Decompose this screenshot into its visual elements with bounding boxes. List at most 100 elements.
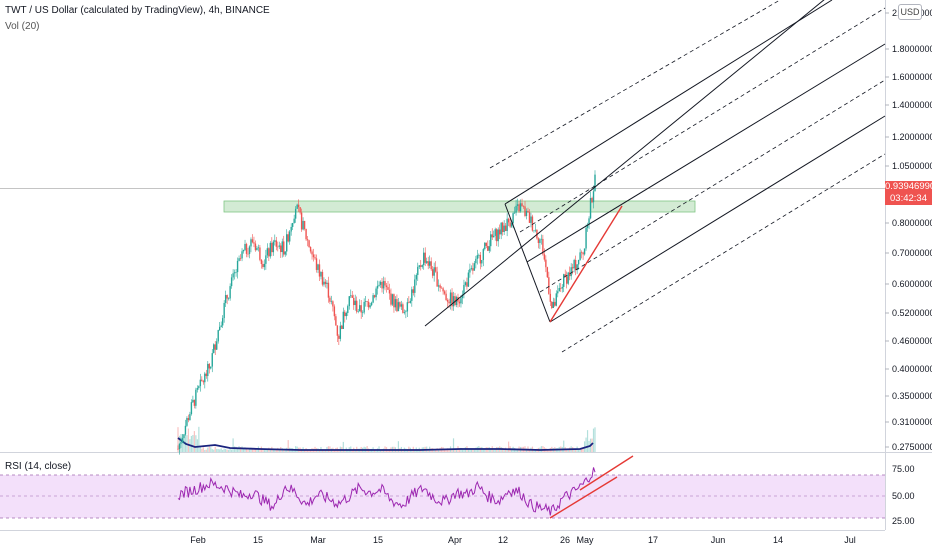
volume-bar	[452, 438, 455, 452]
volume-bar	[461, 449, 464, 452]
price-pane[interactable]	[0, 0, 885, 452]
candle-body	[290, 226, 292, 232]
candle-body	[546, 267, 549, 278]
volume-bar	[272, 449, 274, 452]
rsi-trendline-lower[interactable]	[549, 476, 618, 519]
rsi-axis[interactable]: 75.00 50.00 25.00	[892, 464, 915, 526]
candle-body	[369, 305, 371, 308]
candle-body	[479, 254, 482, 264]
candle-body	[260, 259, 263, 264]
candle-body	[351, 295, 353, 298]
candle-body	[446, 299, 449, 302]
candle-body	[266, 248, 269, 256]
volume-bar	[482, 449, 484, 452]
candle-body	[347, 306, 349, 313]
candle-body	[394, 299, 397, 308]
price-tick-label: 0.27500000	[892, 442, 932, 452]
candle-body	[423, 252, 425, 266]
candle-body	[184, 425, 187, 435]
candle-body	[592, 191, 595, 203]
candle-body	[201, 379, 203, 382]
candle-body	[510, 223, 513, 227]
time-tick-label: 14	[773, 535, 783, 545]
pitchfork-outer-lower[interactable]	[561, 153, 886, 353]
volume-bar	[473, 448, 475, 452]
volume-legend[interactable]: Vol (20)	[5, 21, 40, 32]
volume-bar	[563, 440, 565, 452]
resistance-zone[interactable]	[223, 200, 696, 213]
time-tick-label: 12	[498, 535, 508, 545]
candle-body	[476, 255, 479, 259]
candle-body	[537, 238, 540, 243]
candle-body	[378, 284, 380, 286]
volume-bar	[244, 447, 246, 452]
volume-bar	[460, 447, 462, 452]
volume-bar	[591, 438, 593, 452]
volume-bar	[579, 448, 581, 452]
pitchfork[interactable]	[424, 0, 886, 353]
volume-bar	[254, 448, 257, 452]
candle-body	[414, 279, 416, 293]
rsi-legend[interactable]: RSI (14, close)	[5, 461, 72, 472]
candle-body	[180, 442, 182, 444]
candle-body	[306, 239, 309, 241]
pitchfork-inner-lower[interactable]	[539, 79, 886, 293]
pitchfork-upper-tine[interactable]	[504, 0, 833, 205]
candle-body	[344, 311, 346, 317]
candle-body	[220, 325, 222, 327]
volume-bar	[592, 428, 595, 452]
candle-body	[563, 274, 565, 287]
volume-bar	[397, 441, 400, 452]
rsi-trendline-upper[interactable]	[579, 455, 634, 491]
volume-bar	[216, 448, 218, 452]
time-axis[interactable]: Feb 15 Mar 15 Apr 12 26 May 17 Jun 14 Jul	[190, 535, 856, 545]
candle-body	[521, 203, 523, 207]
candle-body	[396, 299, 398, 312]
volume-bar	[253, 449, 255, 452]
candle-body	[554, 301, 556, 306]
candle-body	[397, 302, 400, 312]
candle-body	[275, 240, 277, 247]
volume-bar	[269, 448, 271, 452]
pitchfork-lower-tine[interactable]	[549, 115, 886, 323]
candle-body	[293, 218, 295, 223]
candle-body	[256, 247, 258, 251]
time-tick-label: Apr	[448, 535, 462, 545]
price-tick-label: 1.20000000	[892, 132, 932, 142]
candle-body	[574, 259, 577, 270]
pitchfork-inner-upper[interactable]	[519, 7, 886, 233]
volume-bar	[263, 449, 265, 452]
volume-bar	[503, 448, 505, 452]
candle-body	[299, 207, 301, 213]
candle-body	[589, 198, 592, 219]
candle-body	[591, 198, 593, 203]
candle-body	[177, 448, 179, 450]
volume-bar	[262, 448, 264, 452]
candle-body	[402, 304, 404, 313]
pitchfork-median[interactable]	[526, 43, 886, 263]
candle-body	[470, 268, 473, 270]
pitchfork-lower-left-tine[interactable]	[424, 0, 885, 327]
symbol-title[interactable]: TWT / US Dollar (calculated by TradingVi…	[5, 5, 270, 16]
candle-body	[472, 268, 474, 271]
candle-body	[189, 414, 191, 421]
pitchfork-handle[interactable]	[504, 203, 551, 323]
candle-body	[530, 216, 532, 223]
candle-body	[500, 222, 502, 235]
price-trendline[interactable]	[549, 205, 623, 323]
candle-body	[400, 304, 403, 307]
candle-body	[501, 222, 504, 232]
volume-bar	[458, 449, 461, 452]
volume-bar	[193, 431, 195, 452]
candle-body	[193, 399, 196, 406]
candle-body	[399, 302, 401, 307]
volume-bar	[494, 449, 496, 452]
candle-body	[506, 218, 508, 232]
volume-bar	[594, 427, 596, 452]
candle-body	[183, 434, 185, 439]
price-axis[interactable]: 2.200000001.800000001.600000001.40000000…	[885, 8, 932, 452]
currency-badge[interactable]: USD	[898, 4, 922, 20]
candle-body	[388, 289, 391, 294]
candle-body	[187, 418, 190, 421]
